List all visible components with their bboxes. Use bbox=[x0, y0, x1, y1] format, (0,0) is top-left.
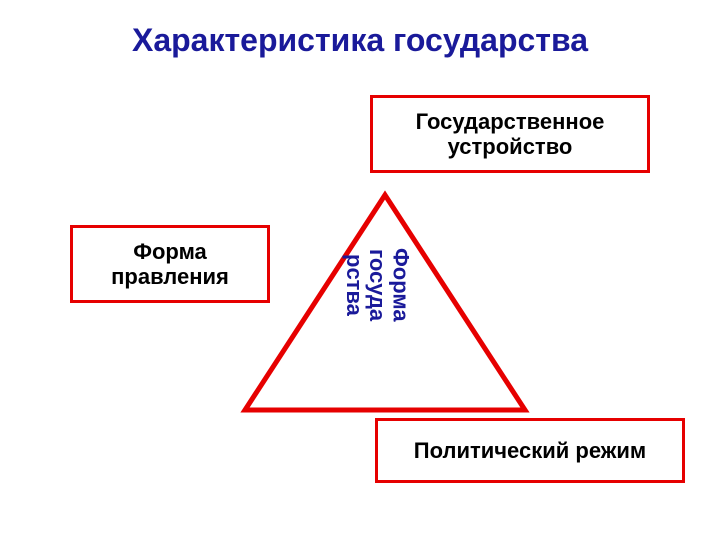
box-top-right: Государственное устройство bbox=[370, 95, 650, 173]
center-vertical-label: Формагосударства bbox=[343, 248, 412, 322]
box-left: Форма правления bbox=[70, 225, 270, 303]
page-title: Характеристика государства bbox=[0, 22, 720, 59]
box-bottom-right: Политический режим bbox=[375, 418, 685, 483]
